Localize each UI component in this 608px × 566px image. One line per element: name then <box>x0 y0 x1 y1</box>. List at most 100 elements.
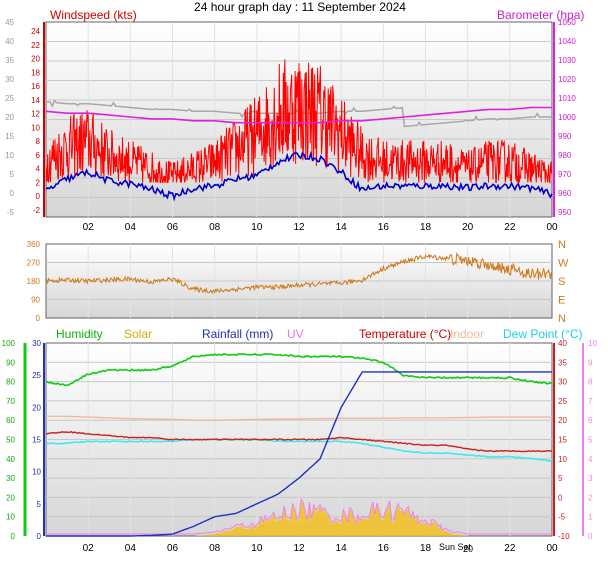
sunset-label: Sun Set <box>439 542 472 552</box>
climate-x-tick-label: 22 <box>504 543 516 554</box>
wind-x-tick-label: 20 <box>462 222 474 233</box>
windspeed-grey-tick-label: 10 <box>5 151 14 160</box>
direction-tick-label: 270 <box>27 259 41 268</box>
windspeed-tick-label: 18 <box>31 68 40 77</box>
direction-compass-label: E <box>558 295 565 307</box>
direction-tick-label: 180 <box>27 277 41 286</box>
rain-tick-label: 15 <box>32 436 41 445</box>
climate-x-tick-label: 08 <box>209 543 221 554</box>
wind-x-tick-label: 18 <box>420 222 432 233</box>
windspeed-grey-tick-label: 35 <box>5 56 14 65</box>
humidity-tick-label: 50 <box>6 436 15 445</box>
temperature-tick-label: 5 <box>558 474 563 483</box>
wind-x-tick-label: 14 <box>336 222 348 233</box>
windspeed-grey-tick-label: 25 <box>5 94 14 103</box>
windspeed-tick-label: 0 <box>36 192 41 201</box>
wind-x-tick-label: 12 <box>293 222 305 233</box>
wind-x-tick-label: 04 <box>125 222 137 233</box>
climate-x-tick-label: 14 <box>336 543 348 554</box>
rain-tick-label: 20 <box>32 403 41 412</box>
wind-x-tick-label: 00 <box>546 222 558 233</box>
wind-x-tick-label: 10 <box>251 222 263 233</box>
wind-x-tick-label: 02 <box>83 222 95 233</box>
uv-tick-label: 3 <box>588 474 593 483</box>
climate-x-tick-label: 04 <box>125 543 137 554</box>
direction-compass-label: S <box>558 276 565 288</box>
humidity-tick-label: 60 <box>6 416 15 425</box>
rain-tick-label: 30 <box>32 339 41 348</box>
temperature-tick-label: 30 <box>558 378 567 387</box>
uv-line <box>46 498 552 535</box>
windspeed-axis-title: Windspeed (kts) <box>50 8 137 22</box>
average-wind-line <box>45 150 553 202</box>
humidity-tick-label: 0 <box>11 532 16 541</box>
humidity-tick-label: 30 <box>6 474 15 483</box>
barometer-tick-label: 1030 <box>558 56 576 65</box>
barometer-tick-label: 960 <box>558 189 572 198</box>
dew-point-line <box>45 438 553 462</box>
uv-tick-label: 0 <box>588 532 593 541</box>
barometer-tick-label: 990 <box>558 132 572 141</box>
legend-dewpoint: Dew Point (°C) <box>503 327 582 341</box>
humidity-tick-label: 40 <box>6 455 15 464</box>
barometer-tick-label: 1000 <box>558 113 576 122</box>
climate-x-tick-label: 16 <box>378 543 390 554</box>
windspeed-grey-tick-label: 30 <box>5 75 14 84</box>
temperature-tick-label: 20 <box>558 416 567 425</box>
direction-tick-label: 360 <box>27 240 41 249</box>
humidity-tick-label: 100 <box>2 339 16 348</box>
humidity-line <box>45 352 553 387</box>
uv-tick-label: 4 <box>588 455 593 464</box>
windspeed-tick-label: 12 <box>31 110 40 119</box>
uv-tick-label: 1 <box>588 513 593 522</box>
temperature-tick-label: 15 <box>558 436 567 445</box>
direction-compass-label: N <box>558 239 566 251</box>
windspeed-tick-label: 20 <box>31 55 40 64</box>
wind-x-tick-label: 22 <box>504 222 516 233</box>
humidity-tick-label: 10 <box>6 513 15 522</box>
climate-x-tick-label: 06 <box>167 543 179 554</box>
temperature-tick-label: 35 <box>558 358 567 367</box>
climate-x-tick-label: 02 <box>83 543 95 554</box>
windspeed-tick-label: 4 <box>36 165 41 174</box>
direction-compass-label: N <box>558 313 566 325</box>
uv-tick-label: 6 <box>588 416 593 425</box>
wind-direction-line <box>45 251 553 295</box>
humidity-tick-label: 20 <box>6 493 15 502</box>
uv-tick-label: 8 <box>588 378 593 387</box>
humidity-tick-label: 90 <box>6 358 15 367</box>
uv-tick-label: 7 <box>588 397 593 406</box>
uv-tick-label: 10 <box>588 339 597 348</box>
temperature-tick-label: 0 <box>558 493 563 502</box>
windspeed-grey-tick-label: 0 <box>10 189 15 198</box>
uv-tick-label: 2 <box>588 493 593 502</box>
direction-tick-label: 0 <box>36 314 41 323</box>
uv-tick-label: 5 <box>588 436 593 445</box>
windspeed-tick-label: -2 <box>33 206 41 215</box>
uv-tick-label: 9 <box>588 358 593 367</box>
windspeed-tick-label: 10 <box>31 123 40 132</box>
humidity-tick-label: 80 <box>6 378 15 387</box>
windspeed-grey-tick-label: 5 <box>10 170 15 179</box>
climate-x-tick-label: 12 <box>293 543 305 554</box>
climate-x-tick-label: 18 <box>420 543 432 554</box>
windspeed-tick-label: 14 <box>31 96 40 105</box>
humidity-tick-label: 70 <box>6 397 15 406</box>
direction-tick-label: 90 <box>31 296 40 305</box>
windspeed-grey-tick-label: 45 <box>5 18 14 27</box>
windspeed-tick-label: 16 <box>31 82 40 91</box>
rain-tick-label: 5 <box>37 500 42 509</box>
legend-solar: Solar <box>124 327 152 341</box>
direction-compass-label: W <box>558 258 569 270</box>
barometer-tick-label: 1040 <box>558 37 576 46</box>
legend-uv: UV <box>287 327 304 341</box>
windspeed-tick-label: 8 <box>36 137 41 146</box>
wind-x-tick-label: 08 <box>209 222 221 233</box>
windspeed-tick-label: 2 <box>36 178 41 187</box>
barometer-tick-label: 970 <box>558 170 572 179</box>
wind-x-tick-label: 16 <box>378 222 390 233</box>
barometer-tick-label: 1050 <box>558 18 576 27</box>
